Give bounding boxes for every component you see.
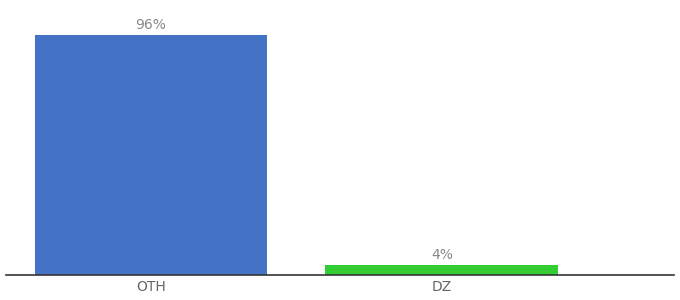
Bar bbox=[35, 35, 267, 275]
Text: 96%: 96% bbox=[135, 19, 167, 32]
Bar bbox=[326, 265, 558, 275]
Text: 4%: 4% bbox=[431, 248, 453, 262]
